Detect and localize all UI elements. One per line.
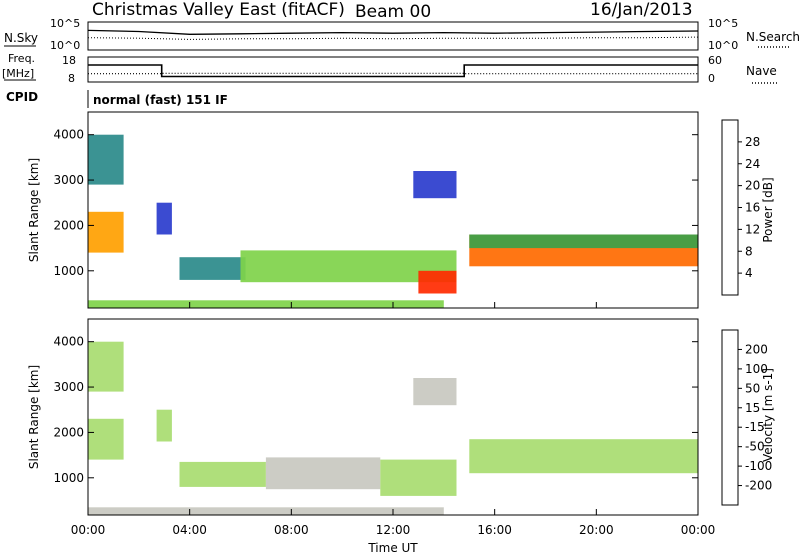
power-cbar-ticklabel-2: 20 [745, 179, 760, 193]
power-data-layer [88, 135, 698, 308]
noise-panel-frame [88, 22, 698, 50]
velocity-cbar-ticklabel-7: -200 [745, 479, 772, 493]
cpid-label: CPID [6, 90, 38, 104]
power-cbar-ticklabel-3: 16 [745, 201, 760, 215]
nave-label: Nave [746, 64, 777, 78]
power-region-6 [413, 171, 456, 198]
xtick-label-6: 00:00 [681, 523, 716, 537]
velocity-region-2 [157, 410, 172, 442]
nsearch-series-line [88, 37, 698, 39]
velocity-colorbar-label: Velocity [m s-1] [761, 368, 775, 462]
freq-series-line [88, 65, 698, 77]
time-axis-label: Time UT [367, 541, 418, 554]
freq-tick-low: 8 [68, 72, 75, 85]
xtick-label-1: 04:00 [172, 523, 207, 537]
velocity-plot: 1000 2000 3000 4000 Slant Range [km] [27, 319, 698, 515]
velocity-cbar-frame [722, 330, 738, 505]
velocity-region-3 [180, 462, 266, 487]
frequency-panel: Freq. [MHz] 18 8 60 0 Nave [2, 52, 778, 85]
velocity-data-layer [88, 342, 698, 515]
power-region-8 [469, 235, 698, 249]
nsky-series-line [88, 30, 698, 34]
velocity-ytick-label-3: 4000 [53, 335, 84, 349]
velocity-ylabel: Slant Range [km] [27, 365, 41, 469]
nsearch-label: N.Search [746, 30, 800, 44]
velocity-ytick-label-2: 3000 [53, 380, 84, 394]
power-cbar-frame [722, 120, 738, 295]
power-ytick-label-1: 2000 [53, 218, 84, 232]
velocity-cbar-ticklabel-2: 50 [745, 381, 760, 395]
power-cbar-ticklabel-1: 24 [745, 157, 760, 171]
cpid-value: normal (fast) 151 IF [93, 93, 228, 107]
power-plot: 1000 2000 3000 4000 Slant Range [km] [27, 112, 698, 308]
xtick-label-3: 12:00 [376, 523, 411, 537]
freq-label-2: [MHz] [2, 67, 34, 80]
power-ytick-label-2: 3000 [53, 173, 84, 187]
xtick-label-4: 16:00 [477, 523, 512, 537]
power-region-1 [88, 135, 124, 185]
velocity-region-1 [88, 342, 124, 392]
velocity-region-5 [380, 460, 456, 496]
noise-panel: N.Sky 10^5 10^0 10^5 10^0 N.Search [4, 17, 800, 52]
velocity-region-4 [266, 457, 380, 489]
nave-tick-low: 0 [708, 72, 715, 85]
power-region-2 [157, 203, 172, 235]
power-cbar-ticklabel-4: 12 [745, 222, 760, 236]
velocity-ytick-label-1: 2000 [53, 425, 84, 439]
velocity-cbar-ticklabel-0: 200 [745, 342, 768, 356]
xtick-label-5: 20:00 [579, 523, 614, 537]
xtick-label-0: 00:00 [71, 523, 106, 537]
velocity-region-0 [88, 419, 124, 460]
power-ylabel: Slant Range [km] [27, 158, 41, 262]
figure-title: Christmas Valley East (fitACF) [92, 0, 345, 20]
power-ytick-label-3: 4000 [53, 128, 84, 142]
velocity-region-7 [469, 439, 698, 473]
power-region-5 [418, 271, 456, 294]
velocity-region-8 [88, 507, 444, 515]
power-colorbar-label: Power [dB] [761, 177, 775, 242]
power-cbar-ticklabel-0: 28 [745, 135, 760, 149]
xtick-label-2: 08:00 [274, 523, 309, 537]
power-region-0 [88, 212, 124, 253]
power-colorbar: 28 24 20 16 12 8 4 [722, 120, 760, 295]
velocity-ytick-label-0: 1000 [53, 471, 84, 485]
nsky-label: N.Sky [4, 31, 38, 45]
nsky-tick-high: 10^5 [50, 17, 80, 30]
freq-tick-high: 18 [62, 54, 76, 67]
power-region-9 [88, 300, 444, 308]
power-region-3 [180, 257, 246, 280]
date-label: 16/Jan/2013 [590, 0, 693, 20]
frequency-panel-frame [88, 57, 698, 82]
velocity-region-6 [413, 378, 456, 405]
power-ytick-label-0: 1000 [53, 264, 84, 278]
beam-label: Beam 00 [355, 2, 431, 22]
nsky-tick-low: 10^0 [50, 39, 80, 52]
nsearch-tick-low: 10^0 [708, 39, 738, 52]
power-cbar-ticklabel-6: 4 [745, 266, 753, 280]
nave-tick-high: 60 [708, 54, 722, 67]
velocity-cbar-ticklabel-3: 15 [745, 401, 760, 415]
freq-label-1: Freq. [8, 52, 35, 65]
power-cbar-ticklabel-5: 8 [745, 244, 753, 258]
nsearch-tick-high: 10^5 [708, 17, 738, 30]
